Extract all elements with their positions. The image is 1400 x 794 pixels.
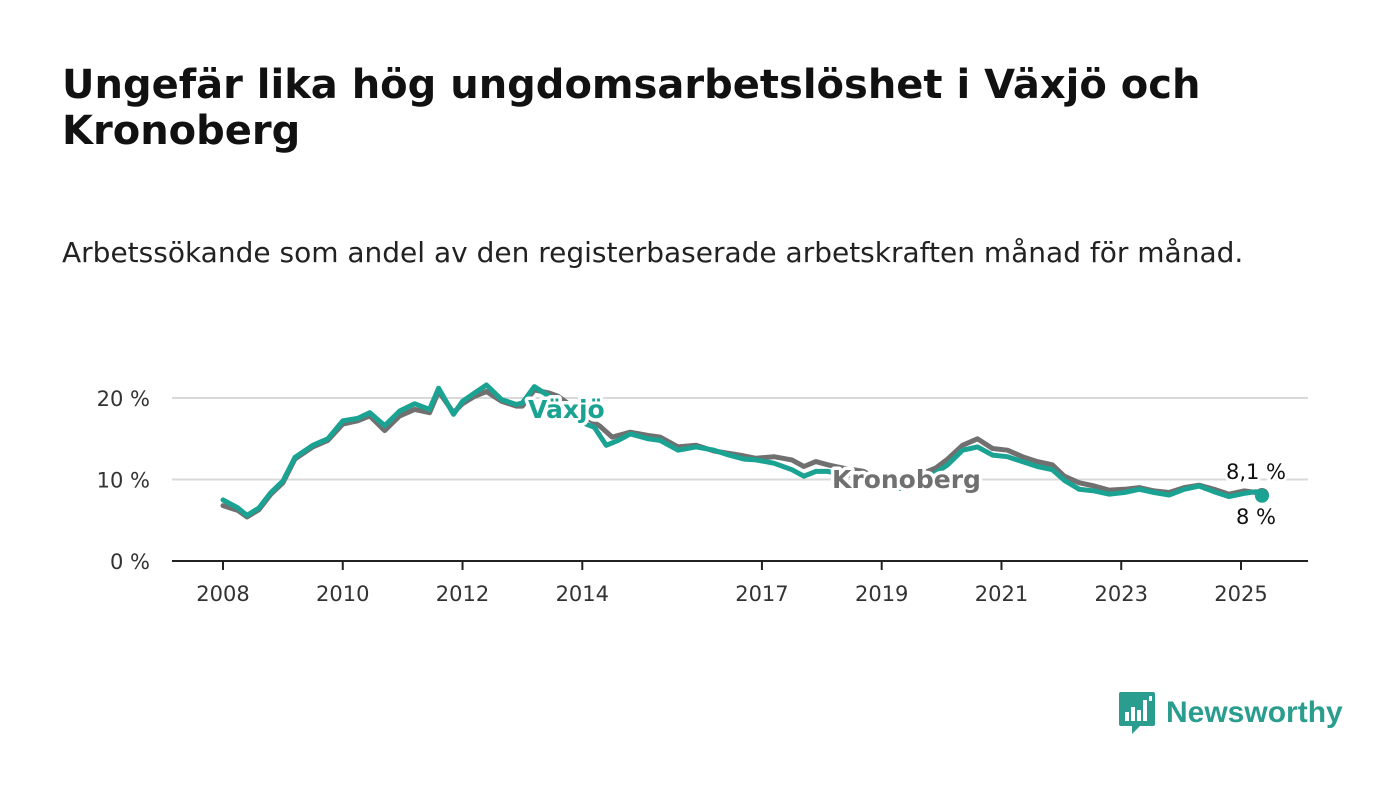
series-line-vaxjo [220,382,1265,518]
end-label-kronoberg: 8,1 % [1226,460,1286,484]
x-tick-label: 2010 [316,582,369,606]
x-tick-label: 2014 [556,582,609,606]
y-tick-label: 20 % [97,387,150,411]
x-tick-label: 2021 [975,582,1028,606]
series-labels: Växjö Kronoberg 8,1 % 8 % [525,392,1290,533]
y-axis: 0 % 10 % 20 % [97,387,150,574]
end-label-vaxjo: 8 % [1236,505,1276,529]
x-tick-label: 2012 [436,582,489,606]
series-line-kronoberg [220,387,1265,520]
series-label-kronoberg: Kronoberg [832,465,981,494]
x-tick-label: 2017 [735,582,788,606]
x-tick-label: 2025 [1214,582,1267,606]
x-axis: 2008 2010 2012 2014 2017 2019 2021 2023 2025 [172,560,1308,606]
x-tick-label: 2008 [196,582,249,606]
y-tick-label: 10 % [97,469,150,493]
series-end-point [1254,488,1269,503]
x-tick-label: 2023 [1095,582,1148,606]
bar-chart-speech-bubble-icon [1119,692,1155,734]
series-lines [220,382,1269,520]
x-tick-label: 2019 [855,582,908,606]
newsworthy-logo: Newsworthy [1118,690,1343,736]
series-label-vaxjo: Växjö [528,395,605,424]
y-tick-label: 0 % [110,550,150,574]
gridlines [172,397,1308,481]
chart-title: Ungefär lika hög ungdomsarbetslöshet i V… [62,62,1201,154]
chart-subtitle: Arbetssökande som andel av den registerb… [62,236,1244,269]
brand-name: Newsworthy [1166,696,1343,729]
